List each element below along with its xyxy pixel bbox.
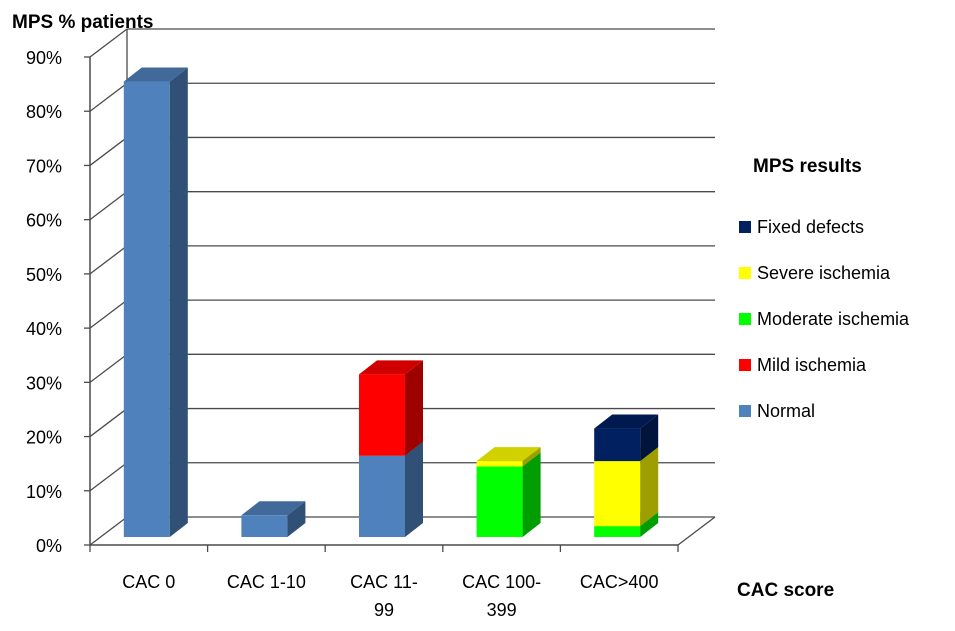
x-axis-title: CAC score [737, 580, 834, 601]
gridline-side [89, 82, 128, 112]
legend-label: Normal [757, 401, 815, 421]
bar-segment-top [359, 360, 423, 375]
y-tick-label: 30% [26, 373, 62, 393]
axes: 0% 10% 20% 30% 40% 50% 60% 70% 80% 90% CAC 0 CAC 1-… [26, 48, 716, 620]
bar-segment-top [241, 501, 306, 516]
y-tick-label: 70% [26, 156, 62, 176]
x-tick-label: CAC>400 [580, 572, 659, 592]
legend-swatch [739, 267, 751, 279]
bar-segment [241, 515, 288, 537]
y-axis-title: MPS % patients [12, 12, 153, 33]
gridline-side [89, 516, 128, 546]
bar-segment [594, 461, 641, 527]
bar-segment [594, 428, 641, 462]
x-tick-label: CAC 100-399 [462, 572, 541, 620]
bar-segment [476, 466, 523, 537]
y-tick-label: 50% [26, 265, 62, 285]
floor-edge [677, 516, 716, 546]
legend-label: Moderate ischemia [757, 309, 910, 329]
bar-segment [359, 374, 405, 456]
legend-swatch [739, 405, 751, 417]
bar-segment-top [476, 447, 541, 462]
bar-segment [123, 81, 170, 538]
legend-swatch [739, 221, 751, 233]
legend-swatch [739, 313, 751, 325]
legend-label: Mild ischemia [757, 355, 867, 375]
legend-label: Fixed defects [757, 217, 864, 237]
gridline-side [89, 299, 128, 329]
gridline-side [89, 191, 128, 221]
legend-label: Severe ischemia [757, 263, 891, 283]
y-tick-label: 40% [26, 319, 62, 339]
bar-segment-side [522, 452, 541, 537]
gridline-side [89, 353, 128, 383]
gridline-side [89, 28, 128, 58]
gridline-side [89, 245, 128, 275]
bar-segment-top [123, 67, 188, 82]
y-tick-label: 0% [36, 536, 62, 556]
bar-segment-side [640, 414, 659, 462]
gridline-side [89, 408, 128, 438]
y-tick-label: 90% [26, 48, 62, 68]
bar-segment-side [522, 447, 541, 467]
y-tick-label: 10% [26, 482, 62, 502]
gridline-side [89, 462, 128, 492]
legend-swatch [739, 359, 751, 371]
bar-segment [359, 455, 405, 537]
bar-segment-side [405, 360, 423, 456]
x-tick-label: CAC 1-10 [227, 572, 306, 592]
y-tick-label: 60% [26, 211, 62, 231]
y-tick-label: 80% [26, 102, 62, 122]
legend-title: MPS results [753, 156, 862, 177]
x-tick-label: CAC 11-99 [350, 572, 418, 620]
bar-segment-side [287, 501, 306, 537]
bar-segment-side [640, 512, 659, 537]
gridline-side [89, 136, 128, 166]
bars [123, 67, 659, 538]
x-tick-label: CAC 0 [122, 572, 175, 592]
bar-segment-side [640, 447, 659, 527]
y-tick-label: 20% [26, 428, 62, 448]
bar-segment [594, 526, 641, 537]
bar-segment-top [594, 414, 659, 429]
bar-segment-side [169, 67, 188, 538]
bar-segment [476, 461, 523, 467]
bar-segment-side [405, 441, 423, 537]
legend: MPS results Fixed defects Severe ischemia… [739, 156, 910, 421]
